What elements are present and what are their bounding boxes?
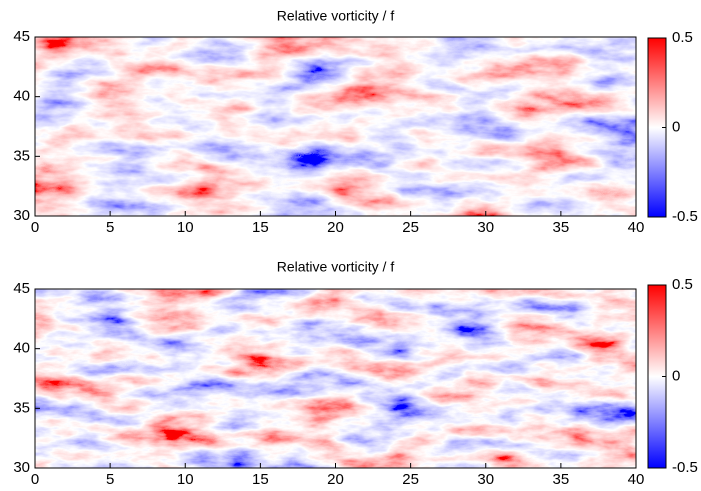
colorbar-tick-label: -0.5 — [672, 459, 698, 476]
x-tick-label: 15 — [252, 219, 269, 236]
x-tick-label: 40 — [628, 219, 645, 236]
x-tick-label: 20 — [327, 219, 344, 236]
colorbar-tick-label: 0.5 — [672, 276, 693, 293]
x-tick-label: 30 — [477, 219, 494, 236]
colorbar-tick-label: -0.5 — [672, 208, 698, 225]
colorbar-tick-label: 0 — [672, 118, 680, 135]
x-tick-label: 0 — [31, 471, 39, 488]
x-tick-label: 10 — [177, 471, 194, 488]
x-tick-label: 5 — [106, 471, 114, 488]
y-tick-label: 40 — [13, 340, 30, 357]
x-tick-label: 35 — [553, 219, 570, 236]
y-tick-label: 30 — [13, 207, 30, 224]
x-tick-label: 20 — [327, 471, 344, 488]
y-tick-label: 35 — [13, 399, 30, 416]
vorticity-field — [35, 37, 636, 216]
chart-title: Relative vorticity / f — [277, 259, 395, 275]
y-tick-label: 45 — [13, 280, 30, 297]
x-tick-label: 30 — [477, 471, 494, 488]
x-tick-label: 25 — [402, 471, 419, 488]
colorbar-tick-label: 0.5 — [672, 29, 693, 46]
y-tick-label: 45 — [13, 28, 30, 45]
colorbar-tick-label: 0 — [672, 367, 680, 384]
y-tick-label: 35 — [13, 147, 30, 164]
y-tick-label: 40 — [13, 88, 30, 105]
x-tick-label: 40 — [628, 471, 645, 488]
x-tick-label: 35 — [553, 471, 570, 488]
x-tick-label: 25 — [402, 219, 419, 236]
y-tick-label: 30 — [13, 459, 30, 476]
x-tick-label: 0 — [31, 219, 39, 236]
x-tick-label: 15 — [252, 471, 269, 488]
vorticity-field — [35, 289, 636, 468]
x-tick-label: 10 — [177, 219, 194, 236]
x-tick-label: 5 — [106, 219, 114, 236]
chart-title: Relative vorticity / f — [277, 8, 395, 24]
